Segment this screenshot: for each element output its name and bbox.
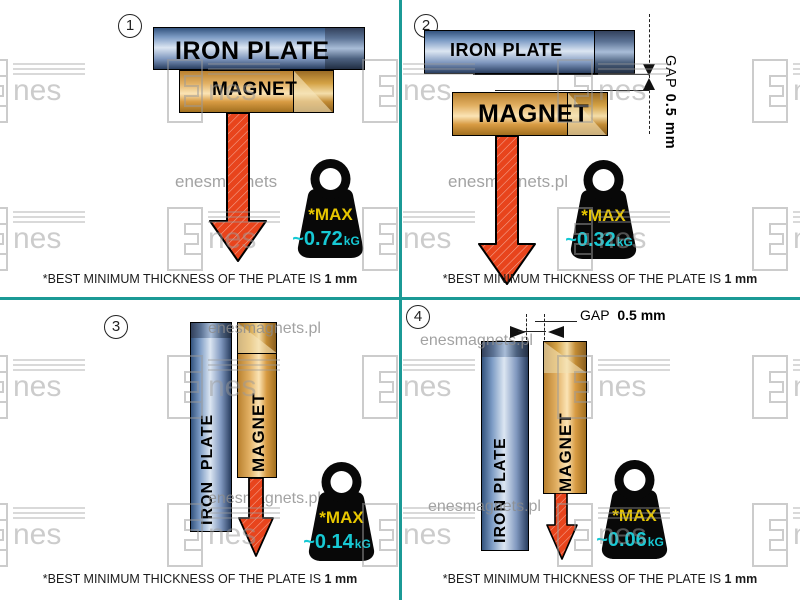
svg-text:*MAX: *MAX <box>319 508 364 527</box>
svg-text:*MAX: *MAX <box>581 206 626 225</box>
svg-text:*MAX: *MAX <box>308 205 353 224</box>
svg-text:*MAX: *MAX <box>612 506 657 525</box>
